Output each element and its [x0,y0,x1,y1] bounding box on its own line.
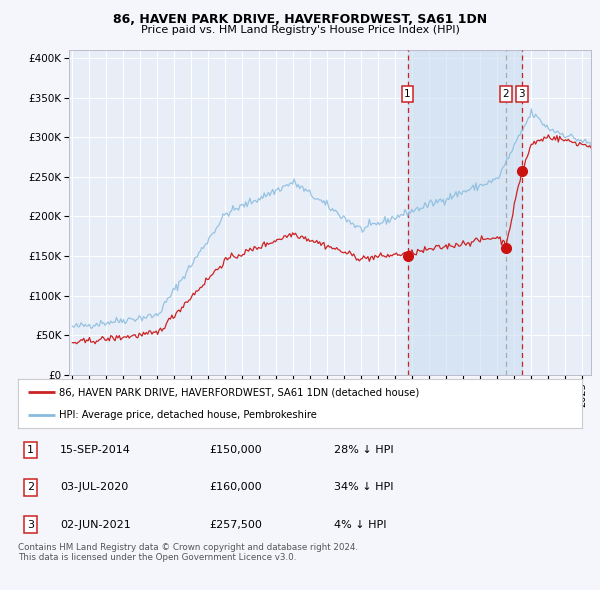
Text: 02-JUN-2021: 02-JUN-2021 [60,520,131,530]
Text: 15-SEP-2014: 15-SEP-2014 [60,445,131,455]
Text: 86, HAVEN PARK DRIVE, HAVERFORDWEST, SA61 1DN: 86, HAVEN PARK DRIVE, HAVERFORDWEST, SA6… [113,13,487,26]
Text: £150,000: £150,000 [210,445,262,455]
Text: HPI: Average price, detached house, Pembrokeshire: HPI: Average price, detached house, Pemb… [59,409,316,419]
Text: 4% ↓ HPI: 4% ↓ HPI [334,520,386,530]
Text: £257,500: £257,500 [210,520,263,530]
Text: Price paid vs. HM Land Registry's House Price Index (HPI): Price paid vs. HM Land Registry's House … [140,25,460,35]
Text: 3: 3 [518,89,525,99]
Text: 3: 3 [27,520,34,530]
Text: 2: 2 [503,89,509,99]
Text: 1: 1 [27,445,34,455]
Text: 34% ↓ HPI: 34% ↓ HPI [334,483,394,493]
Text: 86, HAVEN PARK DRIVE, HAVERFORDWEST, SA61 1DN (detached house): 86, HAVEN PARK DRIVE, HAVERFORDWEST, SA6… [59,388,419,398]
Text: £160,000: £160,000 [210,483,262,493]
Text: 2: 2 [27,483,34,493]
Text: 1: 1 [404,89,411,99]
Text: 03-JUL-2020: 03-JUL-2020 [60,483,128,493]
Text: 28% ↓ HPI: 28% ↓ HPI [334,445,394,455]
Bar [407,50,521,375]
Text: Contains HM Land Registry data © Crown copyright and database right 2024.
This d: Contains HM Land Registry data © Crown c… [18,543,358,562]
